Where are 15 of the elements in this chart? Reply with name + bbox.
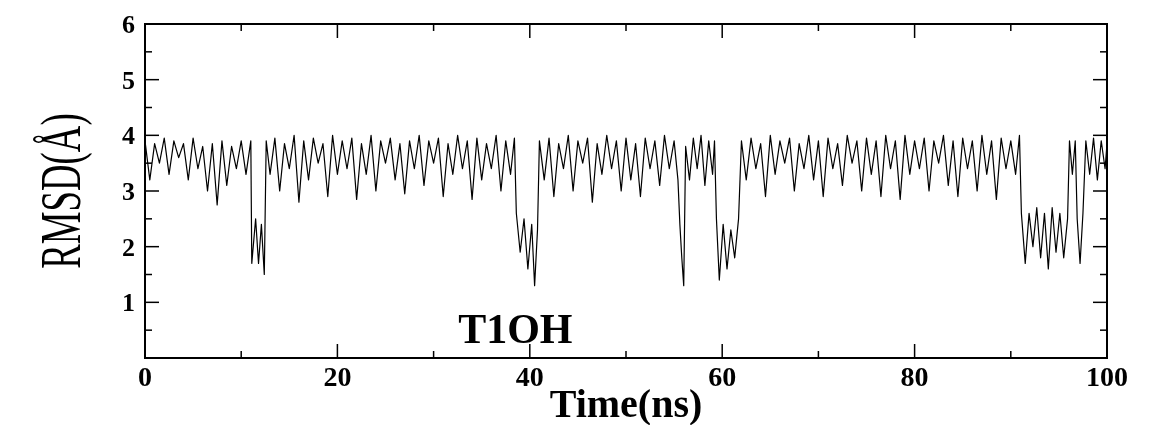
x-tick-label: 40 [515, 361, 544, 392]
x-tick-label: 20 [323, 361, 352, 392]
x-tick-label: 60 [708, 361, 737, 392]
y-tick-label: 1 [122, 288, 135, 318]
x-tick-label: 0 [138, 361, 152, 392]
y-tick-label: 5 [122, 65, 135, 95]
x-tick-label: 80 [900, 361, 929, 392]
y-axis-title: RMSD(Å) [28, 113, 94, 269]
y-tick-label: 4 [122, 121, 135, 151]
x-tick-label: 100 [1086, 361, 1128, 392]
y-tick-label: 3 [122, 177, 135, 207]
annotation: T1OH [458, 306, 573, 352]
y-tick-label: 2 [122, 232, 135, 262]
y-tick-label: 6 [122, 10, 135, 40]
x-axis-title: Time(ns) [549, 381, 703, 425]
